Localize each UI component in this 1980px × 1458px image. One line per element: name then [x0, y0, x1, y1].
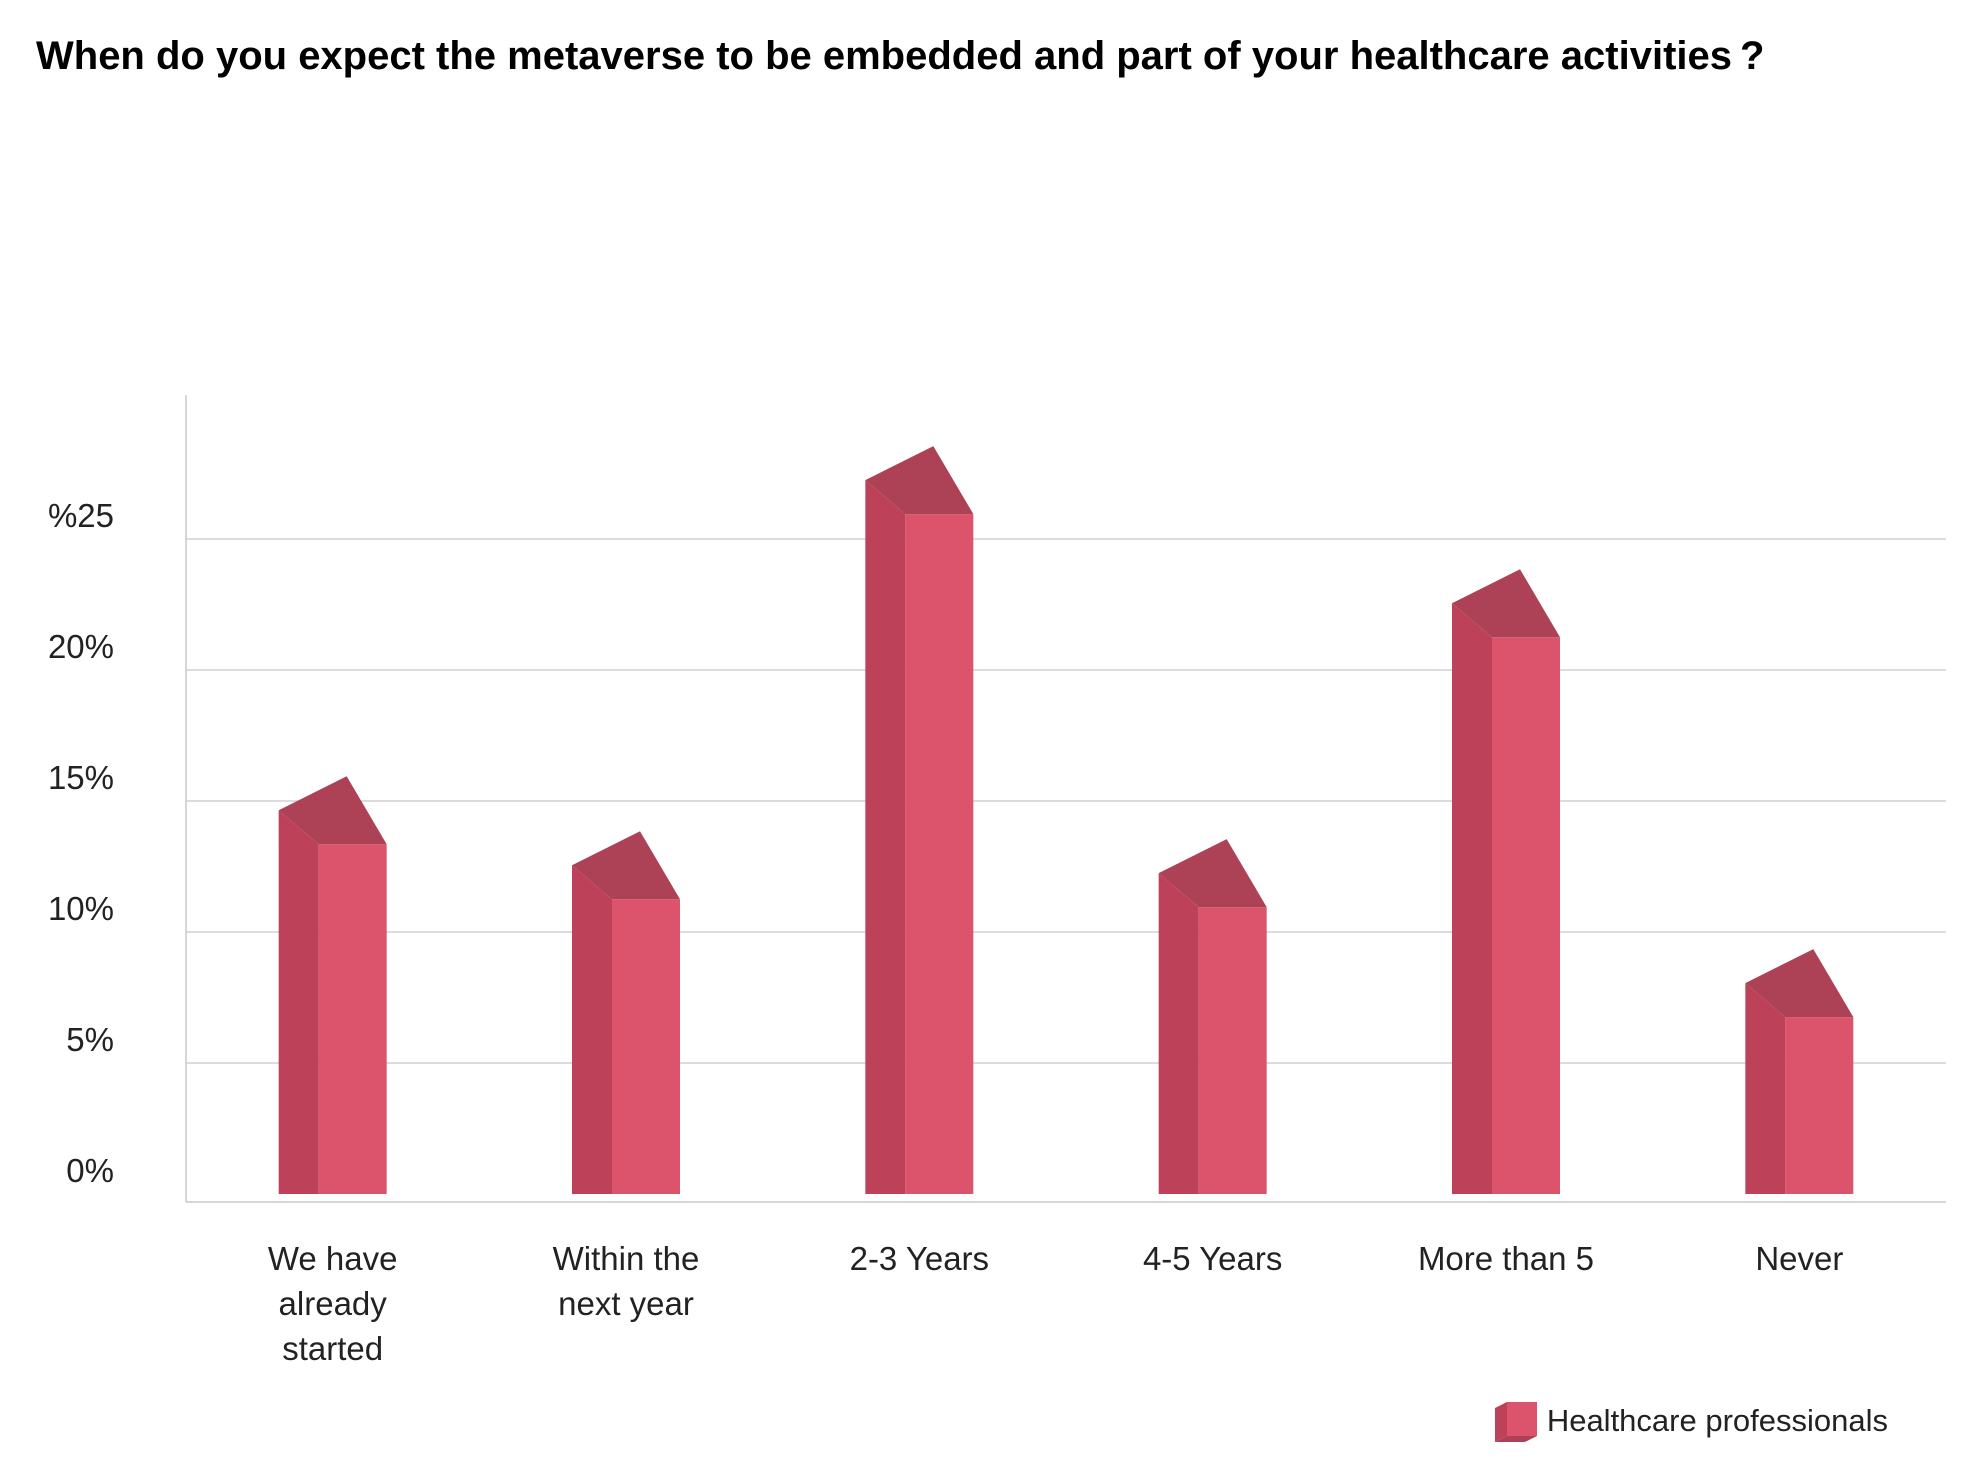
y-tick-label-5: %25: [48, 497, 114, 534]
bar-front-4: [1492, 637, 1560, 1194]
bar-top-2: [865, 446, 974, 515]
bar-side-5: [1745, 983, 1786, 1194]
bar-5: [1745, 949, 1854, 1194]
y-tick-label-0: 0%: [66, 1152, 114, 1189]
y-tick-label-3: 15%: [48, 759, 114, 796]
x-axis-labels: We have already started Within the next year…: [268, 1240, 1844, 1367]
grid-lines: [186, 538, 1946, 1064]
bar-side-0: [278, 810, 319, 1194]
chart-title: When do you expect the metaverse to be e…: [36, 34, 1765, 78]
legend-swatch: [1494, 1402, 1537, 1442]
bar-2: [865, 446, 974, 1195]
y-axis-ticks: 0% 5% 10% 15% 20% %25: [48, 497, 114, 1189]
y-tick-label-2: 10%: [48, 890, 114, 927]
bar-top-5: [1745, 949, 1854, 1018]
x-label-5: Never: [1755, 1240, 1843, 1277]
bar-4: [1452, 569, 1560, 1194]
axes: [185, 395, 1946, 1203]
bar-3: [1158, 839, 1267, 1194]
bar-top-0: [278, 776, 387, 845]
bar-0: [278, 776, 387, 1194]
bar-top-1: [572, 831, 680, 900]
bar-front-0: [318, 844, 387, 1194]
x-label-1: Within the next year: [553, 1240, 700, 1322]
x-label-3: 4-5 Years: [1143, 1240, 1282, 1277]
bar-side-4: [1452, 603, 1492, 1194]
bar-side-2: [865, 480, 906, 1195]
bar-front-1: [612, 899, 680, 1194]
legend: Healthcare professionals: [1493, 1400, 1888, 1442]
bar-side-1: [572, 865, 612, 1194]
legend-label: Healthcare professionals: [1546, 1403, 1888, 1438]
bar-1: [572, 831, 680, 1194]
y-tick-label-4: 20%: [48, 628, 114, 665]
bar-side-3: [1158, 873, 1199, 1194]
x-label-2: 2-3 Years: [850, 1240, 989, 1277]
bar-top-3: [1158, 839, 1267, 908]
y-tick-label-1: 5%: [66, 1021, 114, 1058]
bar-front-3: [1198, 907, 1267, 1194]
bar-front-2: [905, 514, 974, 1194]
bar-top-4: [1452, 569, 1560, 638]
bar-front-5: [1785, 1017, 1854, 1194]
bars: [278, 446, 1854, 1195]
x-label-4: More than 5: [1418, 1240, 1594, 1277]
x-label-0: We have already started: [268, 1240, 398, 1367]
